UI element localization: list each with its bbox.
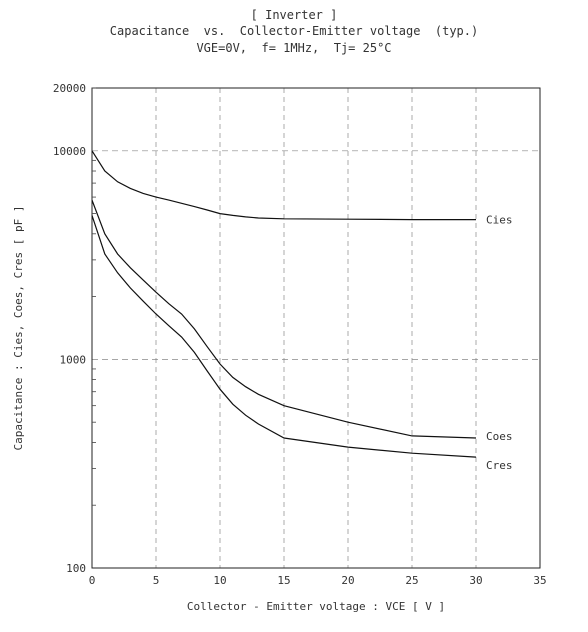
chart-title: [ Inverter ] (250, 8, 338, 22)
y-tick-label: 10000 (53, 145, 86, 158)
y-axis-label: Capacitance : Cies, Coes, Cres [ pF ] (12, 205, 25, 450)
x-axis-label: Collector - Emitter voltage : VCE [ V ] (187, 600, 445, 613)
y-axis-ticks: 100 1000 10000 20000 (53, 82, 96, 575)
x-tick-label: 0 (89, 574, 96, 587)
x-tick-label: 10 (213, 574, 226, 587)
chart-conditions: VGE=0V, f= 1MHz, Tj= 25°C (196, 41, 392, 55)
x-tick-label: 25 (405, 574, 418, 587)
series-label-coes: Coes (486, 430, 513, 443)
series-label-cres: Cres (486, 459, 513, 472)
y-tick-label: 1000 (60, 353, 87, 366)
x-tick-label: 35 (533, 574, 546, 587)
x-tick-label: 30 (469, 574, 482, 587)
series-group: Cies Coes Cres (91, 150, 513, 472)
series-line-cres (91, 215, 477, 458)
chart-subtitle: Capacitance vs. Collector-Emitter voltag… (109, 24, 479, 38)
y-tick-label: 100 (66, 562, 86, 575)
x-axis-ticks: 0 5 10 15 20 25 30 35 (89, 574, 547, 587)
x-tick-label: 5 (153, 574, 160, 587)
grid-lines (92, 88, 540, 568)
x-tick-label: 20 (341, 574, 354, 587)
x-tick-label: 15 (277, 574, 290, 587)
series-line-coes (91, 199, 477, 439)
plot-frame (91, 87, 541, 569)
series-line-cies (91, 150, 476, 221)
series-label-cies: Cies (486, 214, 513, 227)
y-tick-label: 20000 (53, 82, 86, 95)
